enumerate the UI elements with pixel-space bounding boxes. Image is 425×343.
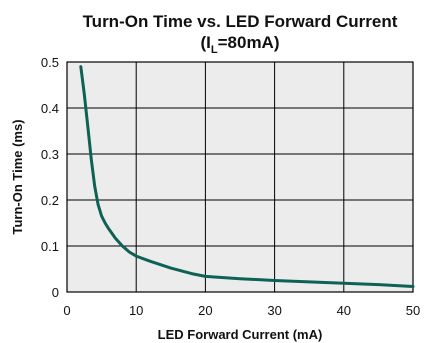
chart-subtitle-subscript: L [211,44,218,56]
x-tick-label: 30 [267,303,281,318]
x-tick-labels: 0 10 20 30 40 50 [63,303,420,318]
chart-subtitle-open: (I [200,33,210,52]
x-tick-label: 40 [337,303,351,318]
x-tick-label: 50 [406,303,420,318]
x-tick-label: 0 [63,303,70,318]
y-tick-label: 0.2 [41,193,59,208]
y-tick-label: 0.1 [41,239,59,254]
plot-area [67,62,413,292]
y-tick-labels: 0 0.1 0.2 0.3 0.4 0.5 [41,55,59,300]
chart-subtitle-rest: =80mA) [218,33,280,52]
y-tick-label: 0 [52,285,59,300]
x-axis-label: LED Forward Current (mA) [158,327,323,342]
chart-title: Turn-On Time vs. LED Forward Current [83,12,398,31]
plot-frame [66,61,414,293]
y-tick-label: 0.4 [41,101,59,116]
series-group [79,65,415,288]
x-tick-label: 10 [129,303,143,318]
x-tick-label: 20 [198,303,212,318]
y-tick-label: 0.5 [41,55,59,70]
y-axis-label: Turn-On Time (ms) [10,119,25,234]
chart-subtitle: (IL=80mA) [200,33,279,56]
series-line [79,65,415,288]
y-tick-label: 0.3 [41,147,59,162]
